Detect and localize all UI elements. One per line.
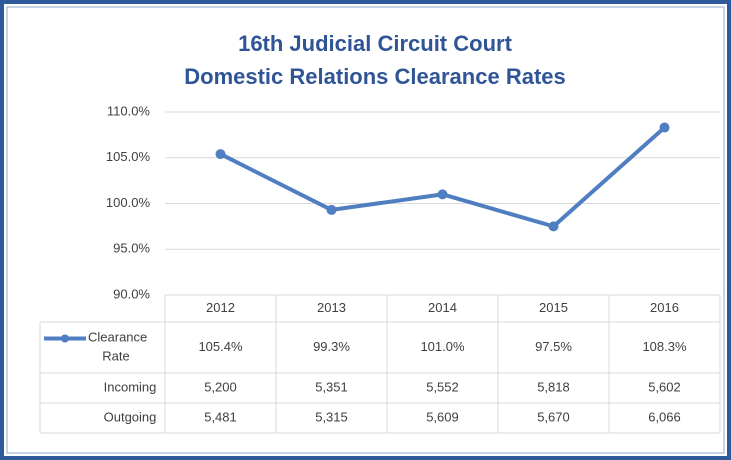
chart-subtitle: Domestic Relations Clearance Rates [184, 64, 566, 89]
series-marker [215, 149, 226, 160]
legend-label: Clearance Rate [88, 330, 151, 364]
row-label: Outgoing [104, 409, 157, 424]
table-cell: 5,315 [315, 409, 348, 424]
inner-frame [6, 6, 725, 454]
y-tick-label: 95.0% [113, 241, 150, 256]
table-cell: 6,066 [648, 409, 681, 424]
data-label: 97.5% [535, 339, 572, 354]
table-cell: 5,481 [204, 409, 237, 424]
table-cell: 5,351 [315, 379, 348, 394]
y-tick-label: 100.0% [106, 195, 151, 210]
chart-title: 16th Judicial Circuit Court [238, 31, 512, 56]
y-tick-label: 90.0% [113, 286, 150, 301]
table-cell: 5,609 [426, 409, 459, 424]
table-cell: 5,552 [426, 379, 459, 394]
series-marker [437, 189, 448, 200]
row-label: Incoming [104, 379, 157, 394]
x-tick-label: 2015 [539, 300, 568, 315]
x-tick-label: 2012 [206, 300, 235, 315]
table-cell: 5,670 [537, 409, 570, 424]
x-tick-label: 2013 [317, 300, 346, 315]
table-cell: 5,818 [537, 379, 570, 394]
x-tick-label: 2014 [428, 300, 457, 315]
data-label: 101.0% [420, 339, 465, 354]
y-tick-label: 110.0% [107, 103, 151, 118]
data-label: 108.3% [642, 339, 687, 354]
data-label: 105.4% [198, 339, 243, 354]
legend-marker [61, 334, 69, 343]
series-marker [326, 204, 337, 215]
data-label: 99.3% [313, 339, 350, 354]
table-cell: 5,602 [648, 379, 681, 394]
x-tick-label: 2016 [650, 300, 679, 315]
y-tick-label: 105.0% [106, 149, 151, 164]
series-marker [548, 221, 559, 232]
series-marker [659, 122, 670, 133]
table-cell: 5,200 [204, 379, 237, 394]
